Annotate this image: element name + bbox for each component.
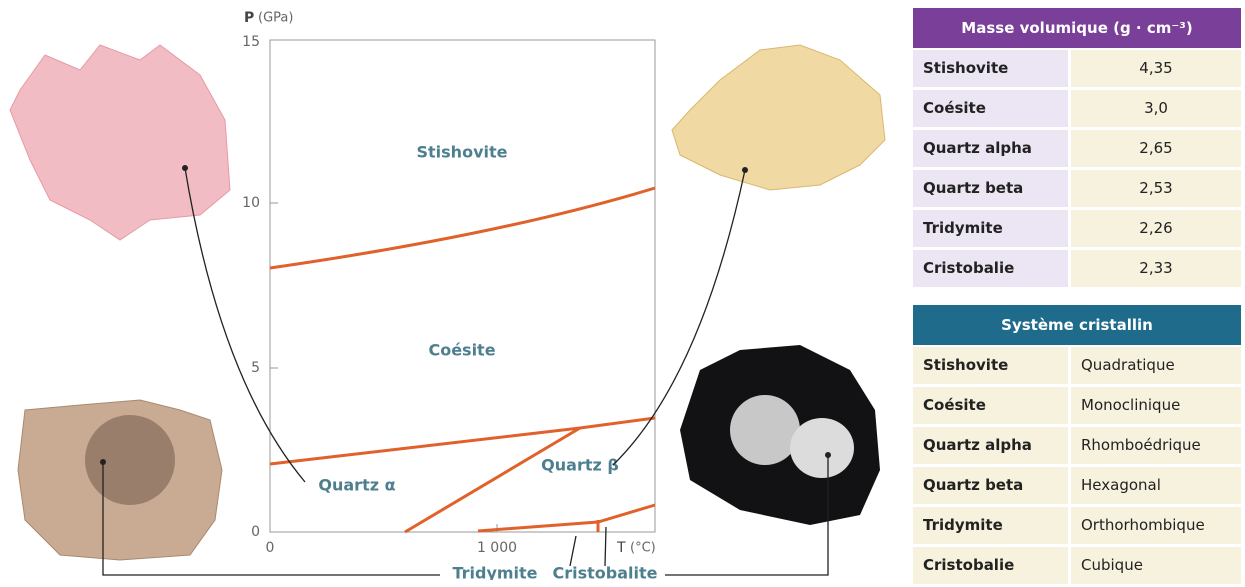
table-cell: Hexagonal — [1071, 467, 1241, 504]
pink-quartz-photo — [10, 45, 230, 240]
table-cell: Stishovite — [913, 50, 1068, 87]
connector-dot — [825, 452, 831, 458]
region-label: Stishovite — [417, 143, 508, 162]
region-label: Quartz α — [318, 476, 395, 495]
table-header: Masse volumique (g · cm⁻³) — [913, 8, 1241, 48]
y-tick: 10 — [242, 195, 260, 211]
table-cell: Coésite — [913, 90, 1068, 127]
cristobalite-spot — [790, 418, 854, 478]
diagram: 0 5 10 15 0 1 000 P (GPa) T (°C) Stishov… — [0, 0, 905, 580]
connector-dot — [100, 459, 106, 465]
x-axis-symbol: T — [616, 540, 626, 556]
table-cell: Coésite — [913, 387, 1068, 424]
x-axis-unit: (°C) — [630, 541, 656, 556]
table-cell: Cristobalie — [913, 547, 1068, 584]
y-tick: 15 — [242, 34, 260, 50]
y-axis-symbol: P — [244, 10, 254, 26]
table-cell: 2,65 — [1071, 130, 1241, 167]
table-cell: Monoclinique — [1071, 387, 1241, 424]
table-cell: Stishovite — [913, 347, 1068, 384]
cristobalite-spot — [730, 395, 800, 465]
table-cell: Quartz beta — [913, 467, 1068, 504]
callout-label: Cristobalite — [553, 564, 658, 581]
callout-label: Tridymite — [452, 564, 537, 581]
connector-dot — [742, 167, 748, 173]
table-cell: Tridymite — [913, 507, 1068, 544]
table-cell: Quartz alpha — [913, 130, 1068, 167]
table-cell: Quartz alpha — [913, 427, 1068, 464]
page: 0 5 10 15 0 1 000 P (GPa) T (°C) Stishov… — [0, 0, 1245, 580]
connector-dot — [182, 165, 188, 171]
y-tick: 5 — [251, 360, 260, 376]
table-cell: Cubique — [1071, 547, 1241, 584]
connector — [605, 527, 606, 566]
table-cell: 3,0 — [1071, 90, 1241, 127]
table-cell: Quartz beta — [913, 170, 1068, 207]
table-cell: Quadratique — [1071, 347, 1241, 384]
y-tick: 0 — [251, 524, 260, 540]
table-cell: Orthorhombique — [1071, 507, 1241, 544]
table-cell: Rhomboédrique — [1071, 427, 1241, 464]
region-label: Quartz β — [541, 456, 619, 475]
x-tick: 1 000 — [477, 540, 517, 556]
region-label: Coésite — [428, 341, 495, 360]
table-cell: Tridymite — [913, 210, 1068, 247]
table-cell: 4,35 — [1071, 50, 1241, 87]
table-cell: 2,33 — [1071, 250, 1241, 287]
table-cell: 2,53 — [1071, 170, 1241, 207]
citrine-photo — [672, 45, 885, 190]
y-axis-unit: (GPa) — [258, 11, 293, 26]
table-header: Système cristallin — [913, 305, 1241, 345]
x-tick: 0 — [266, 540, 275, 556]
table-cell: 2,26 — [1071, 210, 1241, 247]
rock-texture — [85, 415, 175, 505]
table-cell: Cristobalie — [913, 250, 1068, 287]
connector — [570, 536, 576, 566]
